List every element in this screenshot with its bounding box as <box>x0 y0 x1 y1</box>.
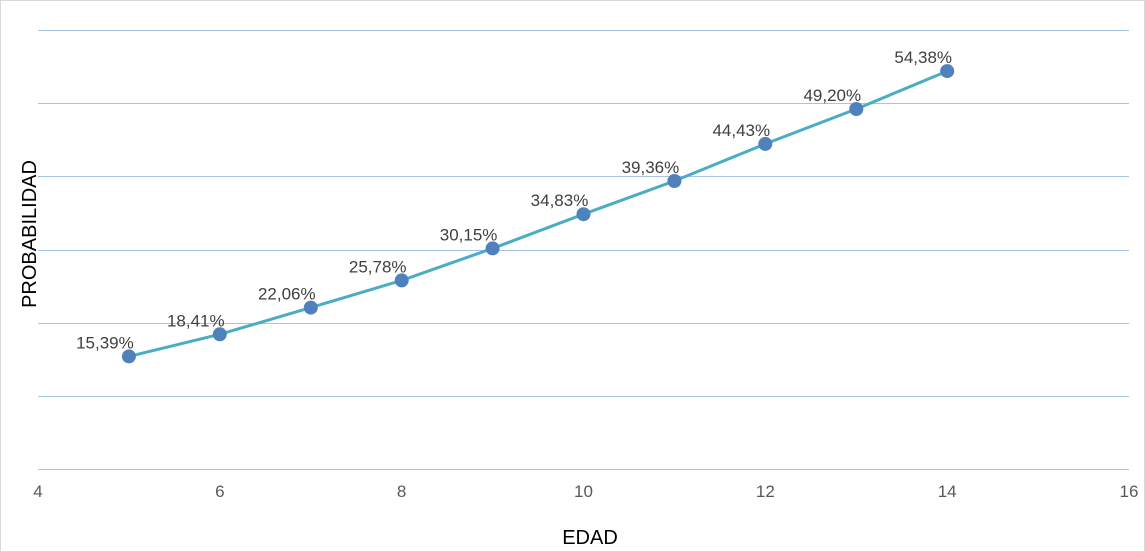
x-tick-label: 16 <box>1120 482 1139 501</box>
x-tick-label: 6 <box>215 482 224 501</box>
data-label: 25,78% <box>349 257 407 276</box>
x-tick-label: 12 <box>756 482 775 501</box>
series-line <box>128 69 948 358</box>
x-tick-label: 14 <box>938 482 957 501</box>
y-axis-title: PROBABILIDAD <box>19 160 41 308</box>
data-point <box>576 207 591 222</box>
data-label: 54,38% <box>894 48 952 67</box>
data-point <box>667 174 682 188</box>
data-point <box>485 241 500 256</box>
data-point <box>758 136 773 151</box>
data-label: 18,41% <box>167 311 225 330</box>
x-tick-label: 8 <box>397 482 406 501</box>
data-label: 34,83% <box>531 191 589 210</box>
data-point <box>303 300 318 315</box>
data-label: 30,15% <box>440 225 498 244</box>
x-tick-label: 10 <box>574 482 593 501</box>
data-labels: 15,39% 18,41% 22,06% 25,78% 30,15% 34,83% 39,3… <box>76 48 952 352</box>
data-point <box>394 273 409 288</box>
x-tick-label: 4 <box>33 482 42 501</box>
series <box>121 64 955 364</box>
grid-lines <box>38 30 1129 470</box>
data-label: 39,36% <box>622 158 680 177</box>
data-point <box>940 64 955 79</box>
data-point <box>849 102 864 116</box>
x-axis-title: EDAD <box>562 527 618 549</box>
data-label: 22,06% <box>258 285 316 304</box>
data-point <box>121 349 136 364</box>
data-label: 49,20% <box>803 86 861 105</box>
x-tick-labels: 4 6 8 10 12 14 16 <box>33 482 1138 501</box>
data-label: 15,39% <box>76 333 134 352</box>
data-label: 44,43% <box>712 121 770 140</box>
data-point <box>212 327 227 342</box>
